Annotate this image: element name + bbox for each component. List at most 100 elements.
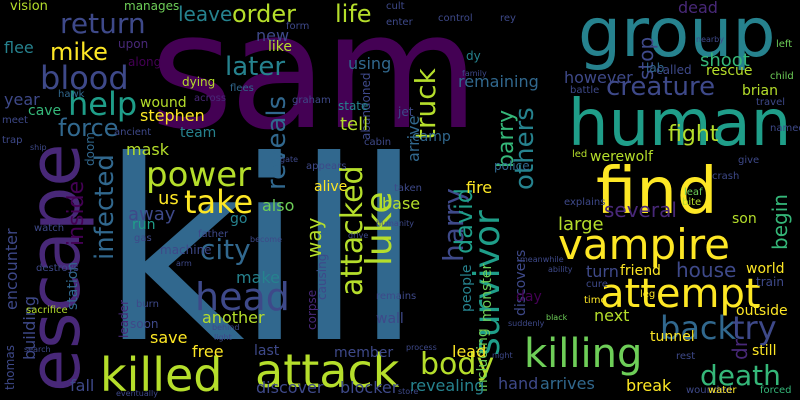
word-soon: soon [130,317,159,331]
word-attempt: attempt [600,271,761,317]
word-thomas: thomas [3,345,17,390]
word-causing: causing [315,253,329,300]
word-still: still [752,343,777,359]
word-fire: fire [466,178,493,197]
word-appears: appears [306,161,347,172]
word-graham: graham [292,95,331,106]
word-cult: cult [386,1,405,12]
word-dying: dying [182,75,216,89]
word-us: us [158,188,179,209]
word-wounded: wounded [686,385,732,396]
word-mike: mike [50,38,108,66]
word-leg: leg [640,289,656,300]
word-jet: jet [398,105,414,119]
word-later: later [225,52,286,82]
word-travel: travel [756,97,786,108]
word-base: base [382,194,421,213]
word-night: night [492,351,513,360]
word-revealing: revealing [410,376,485,395]
word-burn: burn [136,299,159,310]
word-dy: dy [466,49,481,63]
word-cure: cure [586,279,608,290]
word-discover: discover [256,378,324,397]
word-blocker: blocker [340,378,399,397]
word-break: break [626,376,672,395]
word-save: save [150,328,188,347]
word-fight: fight [668,122,719,147]
word-monster: monster [479,263,495,322]
word-alive: alive [314,179,348,195]
word-killed: killed [100,348,223,400]
word-remains: remains [376,291,417,302]
word-killing: killing [524,331,643,377]
word-like: like [268,39,293,55]
word-ancient: ancient [114,127,152,138]
word-reveals: reveals [262,95,292,190]
word-police: police [494,159,530,173]
word-leaf: leaf [684,187,703,198]
word-fall: fall [70,376,95,395]
word-watch: watch [34,223,65,234]
word-son: son [732,211,757,227]
word-try: try [732,309,777,347]
word-new: new [256,26,290,45]
word-gas: gas [134,233,152,244]
word-wall: wall [376,311,404,327]
word-machine: machine [160,243,212,257]
word-kill: kill [100,107,423,398]
word-dead-v: dr [728,339,752,360]
word-dead: dead [678,0,718,17]
word-body: body [420,347,495,382]
word-led: led [572,149,588,160]
word-head: head [195,275,290,319]
word-creature: creature [606,72,716,102]
word-order: order [232,0,296,28]
word-member: member [334,345,394,361]
word-shoot: shoot [700,50,750,71]
word-remaining: remaining [458,72,539,91]
word-outside: outside [736,303,788,319]
word-large: large [558,214,604,235]
word-drive: drive [348,231,369,240]
word-trap: trap [2,135,23,146]
word-child: child [770,71,794,82]
word-david: david [450,187,478,254]
word-werewolf: werewolf [590,149,653,165]
word-away: away [128,204,176,225]
word-day: day [516,289,542,305]
word-stephen: stephen [140,106,205,125]
word-vampire: vampire [558,220,731,269]
word-group: group [578,0,776,73]
word-light: light [214,333,232,342]
word-called: called [656,63,692,77]
word-back: back [660,309,737,347]
word-store: store [398,387,419,396]
word-battle: battle [570,85,600,96]
word-family: family [462,69,487,78]
word-encounter: encounter [2,228,21,310]
word-forced: forced [760,385,792,396]
word-brian: brian [742,83,778,99]
word-arm: arm [176,259,192,268]
word-leave: leave [178,2,233,26]
word-across: across [194,93,227,104]
word-wound: wound [140,95,187,111]
word-hand: hand [498,374,539,393]
word-humanity: humanity [376,219,414,228]
word-blood: blood [40,59,129,97]
word-become: become [250,235,283,244]
word-cave: cave [28,103,62,119]
word-sam: sam [150,0,479,165]
word-behind: behind [212,323,240,332]
word-run: run [132,217,156,233]
word-however: however [564,68,633,87]
word-take: take [184,183,254,221]
word-last: last [254,343,280,359]
word-hawk: hawk [58,89,85,100]
word-another: another [202,308,265,327]
word-return: return [60,7,146,40]
word-rescue: rescue [706,63,753,79]
word-crash: crash [712,171,740,182]
word-also: also [262,196,295,215]
word-help: help [68,85,138,123]
